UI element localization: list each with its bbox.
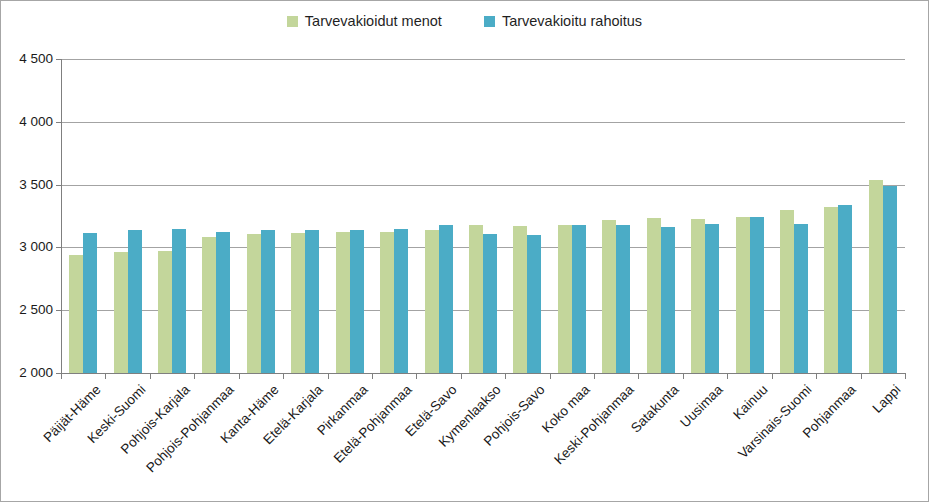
bar-tarvevakioidut-menot <box>425 230 439 373</box>
x-axis-tick <box>816 374 817 379</box>
bar-tarvevakioitu-rahoitus <box>439 225 453 373</box>
bar-tarvevakioidut-menot <box>780 210 794 373</box>
bar-tarvevakioidut-menot <box>158 251 172 373</box>
bar-tarvevakioitu-rahoitus <box>483 234 497 373</box>
bar-tarvevakioitu-rahoitus <box>216 232 230 373</box>
bar-tarvevakioidut-menot <box>247 234 261 373</box>
bar-tarvevakioidut-menot <box>202 237 216 373</box>
bar-tarvevakioitu-rahoitus <box>305 230 319 373</box>
bar-tarvevakioitu-rahoitus <box>572 225 586 373</box>
bar-tarvevakioitu-rahoitus <box>883 186 897 373</box>
x-axis-tick <box>683 374 684 379</box>
y-axis-label: 4 500 <box>7 51 53 67</box>
chart-frame: Tarvevakioidut menot Tarvevakioitu rahoi… <box>0 0 929 502</box>
x-axis-tick <box>594 374 595 379</box>
bar-tarvevakioitu-rahoitus <box>661 227 675 373</box>
x-axis-tick <box>416 374 417 379</box>
bar-tarvevakioitu-rahoitus <box>794 224 808 373</box>
bar-tarvevakioidut-menot <box>336 232 350 373</box>
bar-tarvevakioidut-menot <box>291 233 305 373</box>
x-axis-tick <box>283 374 284 379</box>
gridline <box>61 185 905 186</box>
x-axis-tick <box>150 374 151 379</box>
x-axis-tick <box>328 374 329 379</box>
x-axis-tick <box>61 374 62 379</box>
bar-tarvevakioidut-menot <box>691 219 705 373</box>
bar-tarvevakioitu-rahoitus <box>350 230 364 373</box>
y-axis-label: 3 500 <box>7 177 53 193</box>
x-axis-tick <box>638 374 639 379</box>
gridline <box>61 59 905 60</box>
bar-tarvevakioitu-rahoitus <box>83 233 97 373</box>
bar-tarvevakioidut-menot <box>380 232 394 373</box>
x-axis-tick <box>105 374 106 379</box>
gridline <box>61 122 905 123</box>
y-axis-label: 2 500 <box>7 302 53 318</box>
x-axis-tick <box>861 374 862 379</box>
x-axis-tick <box>727 374 728 379</box>
x-axis-line <box>61 373 906 374</box>
x-axis-tick <box>461 374 462 379</box>
x-axis-label: Lappi <box>752 382 904 502</box>
bar-tarvevakioitu-rahoitus <box>261 230 275 373</box>
x-axis-tick <box>239 374 240 379</box>
bar-tarvevakioidut-menot <box>513 226 527 373</box>
bar-tarvevakioidut-menot <box>602 220 616 373</box>
x-axis-tick <box>194 374 195 379</box>
bar-tarvevakioidut-menot <box>469 225 483 373</box>
bar-tarvevakioitu-rahoitus <box>705 224 719 373</box>
bar-tarvevakioidut-menot <box>736 217 750 373</box>
plot-area: 2 0002 5003 0003 5004 0004 500Päijät-Häm… <box>1 1 929 502</box>
bar-tarvevakioidut-menot <box>69 255 83 373</box>
y-axis-line <box>61 59 62 373</box>
bar-tarvevakioitu-rahoitus <box>172 229 186 373</box>
bar-tarvevakioidut-menot <box>558 225 572 373</box>
bar-tarvevakioidut-menot <box>647 218 661 373</box>
x-axis-tick <box>505 374 506 379</box>
y-axis-label: 3 000 <box>7 239 53 255</box>
bar-tarvevakioidut-menot <box>114 252 128 373</box>
x-axis-tick <box>550 374 551 379</box>
x-axis-tick <box>772 374 773 379</box>
x-axis-tick <box>905 374 906 379</box>
bar-tarvevakioitu-rahoitus <box>838 205 852 373</box>
bar-tarvevakioidut-menot <box>824 207 838 373</box>
bar-tarvevakioidut-menot <box>869 180 883 373</box>
y-axis-label: 4 000 <box>7 114 53 130</box>
bar-tarvevakioitu-rahoitus <box>128 230 142 373</box>
y-axis-label: 2 000 <box>7 365 53 381</box>
bar-tarvevakioitu-rahoitus <box>527 235 541 373</box>
bar-tarvevakioitu-rahoitus <box>750 217 764 373</box>
bar-tarvevakioitu-rahoitus <box>394 229 408 373</box>
bar-tarvevakioitu-rahoitus <box>616 225 630 373</box>
x-axis-tick <box>372 374 373 379</box>
